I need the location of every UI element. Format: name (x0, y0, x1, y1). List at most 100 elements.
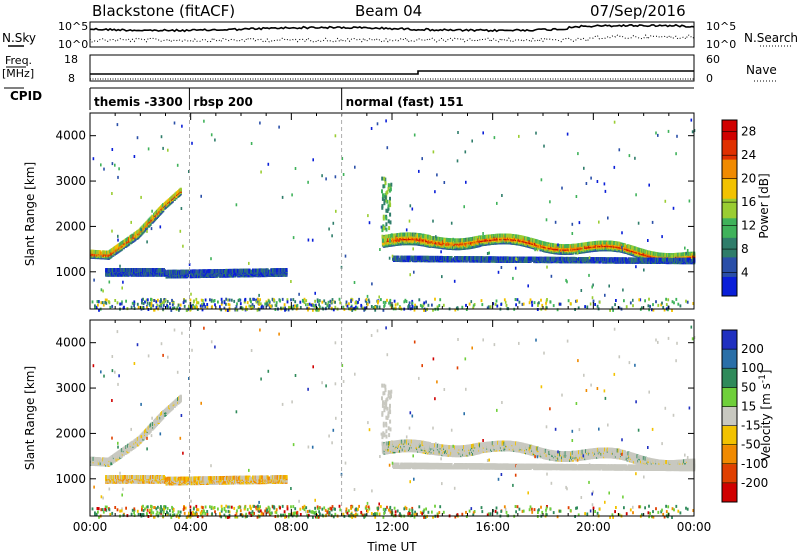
power-scatter (543, 144, 545, 148)
power-echo (383, 201, 386, 206)
power-scatter (441, 275, 443, 279)
power-ground (192, 300, 195, 304)
power-ground (317, 308, 320, 312)
power-scatter (688, 199, 691, 203)
power-echo (527, 237, 530, 242)
power-scatter (549, 200, 551, 204)
power-ground (329, 299, 332, 303)
power-ground (480, 299, 483, 303)
power-scatter (686, 249, 689, 252)
power-ground (246, 301, 249, 305)
power-scatter (571, 232, 574, 235)
power-echo (386, 209, 389, 213)
power-ground (353, 306, 356, 310)
power-echo (390, 182, 393, 187)
power-ground (94, 304, 96, 308)
power-scatter (613, 165, 616, 169)
power-scatter (146, 229, 148, 233)
power-echo (397, 255, 400, 260)
power-echo (445, 256, 448, 260)
power-scatter (281, 195, 284, 199)
power-ground (545, 299, 548, 303)
power-ground (652, 308, 655, 312)
power-scatter (554, 220, 557, 224)
power-ground (259, 298, 261, 302)
power-ground (102, 303, 105, 307)
power-scatter (577, 152, 579, 156)
power-ground (303, 301, 306, 305)
power-ground (382, 300, 385, 304)
power-echo (675, 257, 678, 262)
power-ground (516, 298, 519, 302)
power-scatter (353, 281, 356, 284)
power-scatter (671, 255, 673, 258)
power-scatter (150, 227, 153, 231)
power-echo (592, 257, 595, 262)
power-ground (663, 308, 666, 312)
power-ground (370, 305, 373, 308)
power-scatter (248, 261, 250, 265)
power-ground (303, 297, 306, 301)
power-ground (372, 306, 375, 309)
power-scatter (647, 239, 649, 242)
power-scatter (117, 238, 119, 242)
power-scatter (179, 229, 182, 233)
power-ground (200, 306, 202, 310)
power-echo (388, 200, 391, 205)
power-ground (326, 304, 329, 308)
power-ground (487, 305, 490, 309)
power-ground (652, 303, 654, 307)
power-ground (274, 303, 277, 307)
power-ground (210, 298, 213, 302)
power-scatter (227, 298, 229, 302)
power-ground (327, 300, 330, 304)
power-scatter (334, 175, 337, 179)
power-scatter (291, 193, 293, 197)
power-echo (385, 227, 388, 232)
power-ground (611, 306, 614, 310)
power-scatter (210, 133, 213, 137)
power-ground (505, 303, 508, 307)
power-ground (413, 308, 416, 312)
power-scatter (583, 166, 585, 170)
power-ground (363, 308, 366, 312)
power-scatter (493, 136, 496, 140)
power-ground (436, 305, 439, 309)
power-ground (521, 302, 524, 306)
power-scatter (500, 266, 503, 269)
power-ground (629, 301, 632, 305)
power-ground (226, 309, 229, 312)
power-scatter (167, 148, 169, 152)
power-ground (152, 304, 155, 308)
power-ground (204, 305, 207, 309)
power-ground (119, 302, 121, 306)
power-ground (594, 303, 596, 306)
power-ground (422, 304, 425, 308)
power-ground (434, 297, 436, 301)
power-ground (419, 303, 422, 307)
power-scatter (210, 257, 212, 261)
freq-line (90, 70, 694, 75)
power-scatter (672, 206, 675, 210)
power-scatter (598, 220, 600, 224)
power-ground (376, 305, 379, 309)
power-ground (286, 298, 289, 302)
power-scatter (565, 278, 567, 282)
power-ground (257, 299, 259, 303)
power-scatter (188, 170, 190, 173)
power-scatter (464, 150, 467, 154)
power-scatter (648, 183, 650, 187)
power-ground (211, 305, 213, 309)
power-ground (351, 308, 354, 312)
power-ground (456, 306, 459, 310)
power-ground (148, 303, 151, 307)
power-scatter (655, 131, 657, 135)
power-echo (385, 216, 388, 221)
cpid-segments: themis -3300 rbsp 200 normal (fast) 151 (89, 88, 464, 110)
power-scatter (432, 219, 434, 223)
power-scatter (130, 220, 132, 224)
power-ground (183, 299, 186, 303)
freq-left-tick-bottom: 8 (68, 72, 75, 85)
